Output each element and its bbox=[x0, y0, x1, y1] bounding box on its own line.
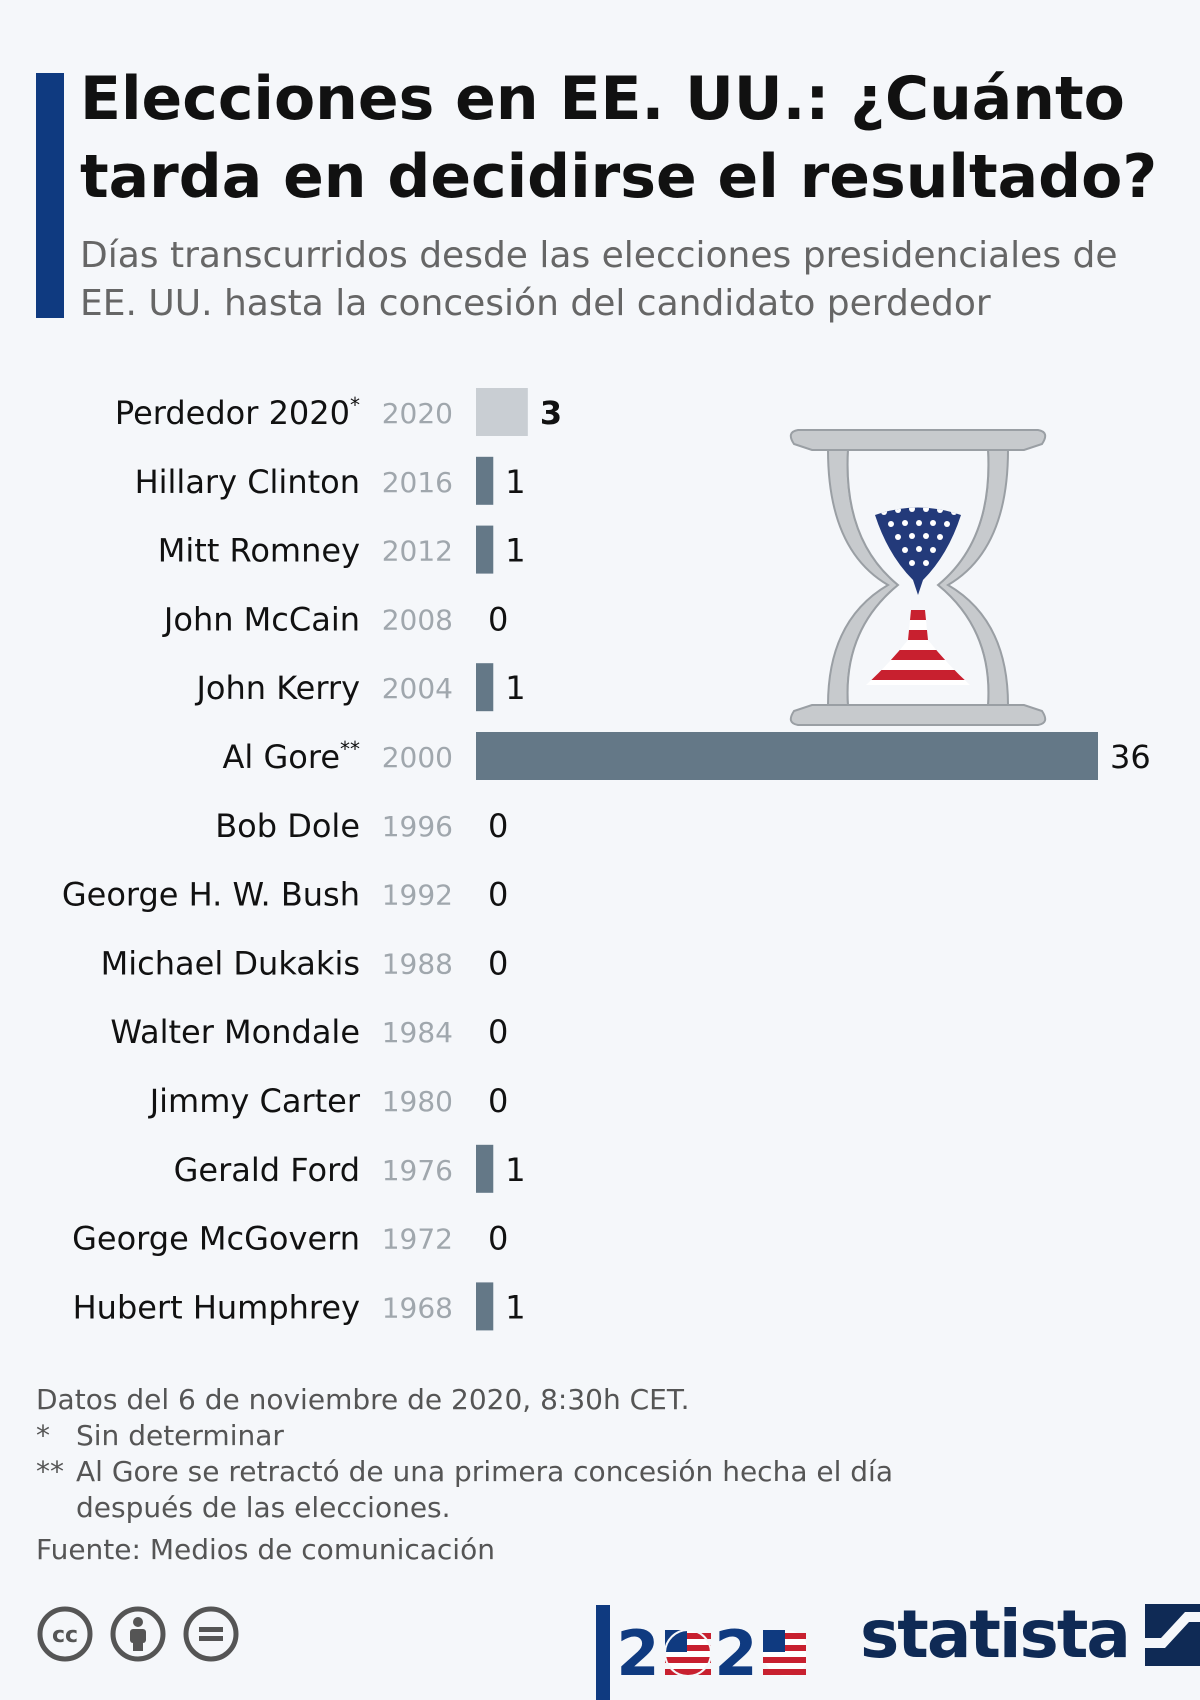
bar bbox=[476, 525, 494, 574]
year-label: 1980 bbox=[382, 1085, 453, 1118]
category-label: George McGovern bbox=[72, 1220, 360, 1258]
bar bbox=[476, 1282, 494, 1331]
category-label: Bob Dole bbox=[215, 807, 360, 845]
chart-subtitle: Días transcurridos desde las elecciones … bbox=[80, 235, 1118, 324]
nd-icon[interactable] bbox=[182, 1605, 240, 1663]
source-note: Fuente: Medios de comunicación bbox=[36, 1533, 495, 1566]
year-label: 1996 bbox=[382, 810, 453, 843]
footnote-mark: ** bbox=[36, 1455, 64, 1488]
year-label: 1984 bbox=[382, 1016, 453, 1049]
year-label: 2004 bbox=[382, 672, 453, 705]
category-label: Hubert Humphrey bbox=[73, 1288, 360, 1326]
year-label: 1976 bbox=[382, 1154, 453, 1187]
2020-election-badge-icon: 2 2 bbox=[596, 1605, 806, 1700]
svg-text:2: 2 bbox=[714, 1617, 757, 1690]
category-label: George H. W. Bush bbox=[62, 876, 360, 914]
year-label: 2020 bbox=[382, 397, 453, 430]
hourglass-us-flag-icon bbox=[789, 429, 1047, 726]
bar bbox=[476, 1144, 494, 1193]
svg-text:cc: cc bbox=[52, 1623, 78, 1648]
year-label: 2008 bbox=[382, 603, 453, 636]
category-label: Al Gore** bbox=[223, 737, 360, 776]
bar bbox=[476, 663, 494, 712]
category-label: John McCain bbox=[162, 600, 360, 638]
year-label: 2012 bbox=[382, 535, 453, 568]
value-label: 0 bbox=[488, 1220, 508, 1258]
by-icon[interactable] bbox=[109, 1605, 167, 1663]
footnote-item: ** Al Gore se retractó de una primera co… bbox=[36, 1454, 936, 1526]
category-label: Jimmy Carter bbox=[148, 1082, 361, 1120]
value-label: 0 bbox=[488, 944, 508, 982]
category-label: Mitt Romney bbox=[158, 532, 360, 570]
year-label: 1972 bbox=[382, 1223, 453, 1256]
category-label: Gerald Ford bbox=[174, 1151, 360, 1189]
footnote-mark: * bbox=[36, 1419, 50, 1452]
footnotes: Datos del 6 de noviembre de 2020, 8:30h … bbox=[36, 1382, 936, 1568]
year-label: 2000 bbox=[382, 741, 453, 774]
bar bbox=[476, 388, 528, 436]
value-label: 0 bbox=[488, 1013, 508, 1051]
category-label: Hillary Clinton bbox=[135, 463, 360, 501]
value-label: 36 bbox=[1110, 738, 1151, 776]
value-label: 1 bbox=[505, 1151, 525, 1189]
year-label: 1988 bbox=[382, 947, 453, 980]
footnote-item: * Sin determinar bbox=[36, 1418, 936, 1454]
license-icons: cc bbox=[36, 1605, 240, 1663]
value-label: 1 bbox=[505, 532, 525, 570]
statista-logo[interactable]: statista bbox=[860, 1600, 1200, 1670]
value-label: 3 bbox=[540, 394, 562, 432]
title-accent-bar bbox=[36, 73, 64, 318]
value-label: 0 bbox=[488, 807, 508, 845]
value-label: 1 bbox=[505, 669, 525, 707]
bar-chart: Perdedor 2020* 2020 3 Hillary Clinton 2016 1 M… bbox=[62, 388, 1151, 1331]
footnote-text: Al Gore se retractó de una primera conce… bbox=[76, 1455, 893, 1524]
year-label: 1992 bbox=[382, 879, 453, 912]
value-label: 0 bbox=[488, 876, 508, 914]
category-label: Walter Mondale bbox=[110, 1013, 360, 1051]
chart-title: Elecciones en EE. UU.: ¿Cuánto tarda en … bbox=[80, 64, 1158, 212]
cc-icon[interactable]: cc bbox=[36, 1605, 94, 1663]
svg-text:2: 2 bbox=[616, 1617, 659, 1690]
category-label: John Kerry bbox=[194, 669, 360, 707]
data-date-note: Datos del 6 de noviembre de 2020, 8:30h … bbox=[36, 1383, 690, 1416]
year-label: 1968 bbox=[382, 1291, 453, 1324]
footnote-text: Sin determinar bbox=[76, 1419, 284, 1452]
category-label: Michael Dukakis bbox=[101, 944, 360, 982]
statista-mark-icon bbox=[1144, 1604, 1200, 1666]
bar bbox=[476, 456, 494, 505]
value-label: 1 bbox=[505, 463, 525, 501]
value-label: 0 bbox=[488, 600, 508, 638]
statista-wordmark: statista bbox=[860, 1596, 1131, 1673]
category-label: Perdedor 2020* bbox=[115, 393, 360, 432]
value-label: 1 bbox=[505, 1288, 525, 1326]
value-label: 0 bbox=[488, 1082, 508, 1120]
bar bbox=[476, 732, 1098, 780]
year-label: 2016 bbox=[382, 466, 453, 499]
